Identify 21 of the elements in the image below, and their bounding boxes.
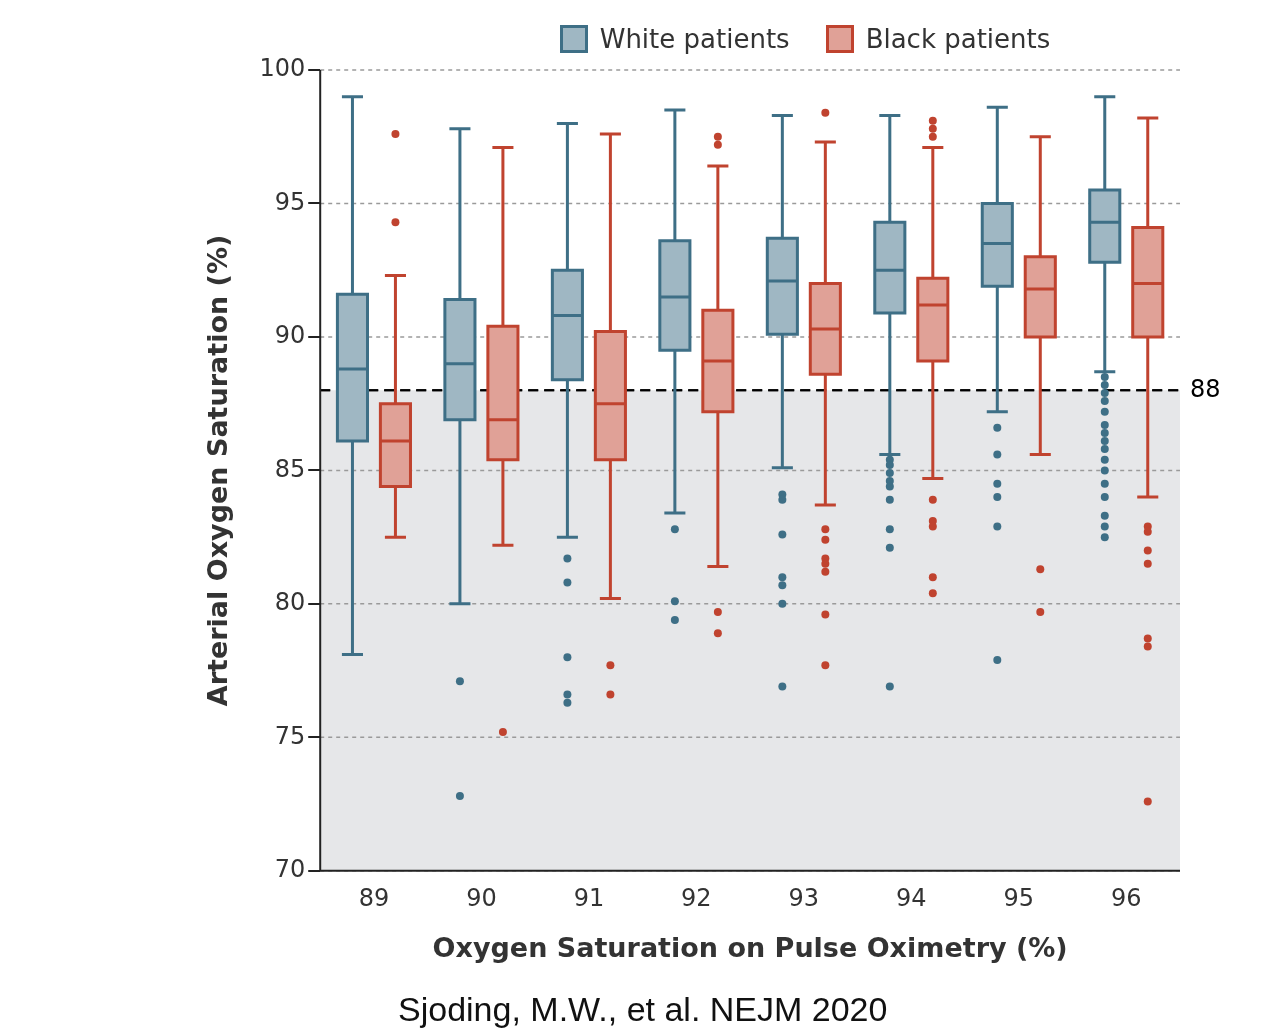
y-tick-label: 80 [274, 588, 306, 617]
x-tick-label: 91 [573, 884, 605, 913]
y-tick-label: 90 [274, 321, 306, 350]
y-tick-label: 75 [274, 721, 306, 750]
y-tick-label: 100 [259, 54, 306, 83]
x-tick-label: 93 [788, 884, 820, 913]
y-tick-label: 70 [274, 855, 306, 884]
y-tick-label: 95 [274, 187, 306, 216]
y-axis-title: Arterial Oxygen Saturation (%) [202, 234, 234, 707]
legend-label: Black patients [865, 24, 1051, 54]
x-tick-label: 92 [681, 884, 712, 913]
x-tick-label: 89 [358, 884, 390, 913]
x-axis-title: Oxygen Saturation on Pulse Oximetry (%) [432, 931, 1068, 963]
x-tick-label: 95 [1003, 884, 1035, 913]
text: Sjoding, M.W., et al. NEJM 2020 [398, 990, 888, 1029]
legend-label: White patients [599, 24, 790, 54]
x-tick-label: 96 [1110, 884, 1142, 913]
x-tick-label: 94 [896, 884, 927, 913]
ref-line-label: 88 [1190, 374, 1221, 403]
y-tick-label: 85 [274, 454, 306, 483]
x-tick-label: 90 [466, 884, 497, 913]
